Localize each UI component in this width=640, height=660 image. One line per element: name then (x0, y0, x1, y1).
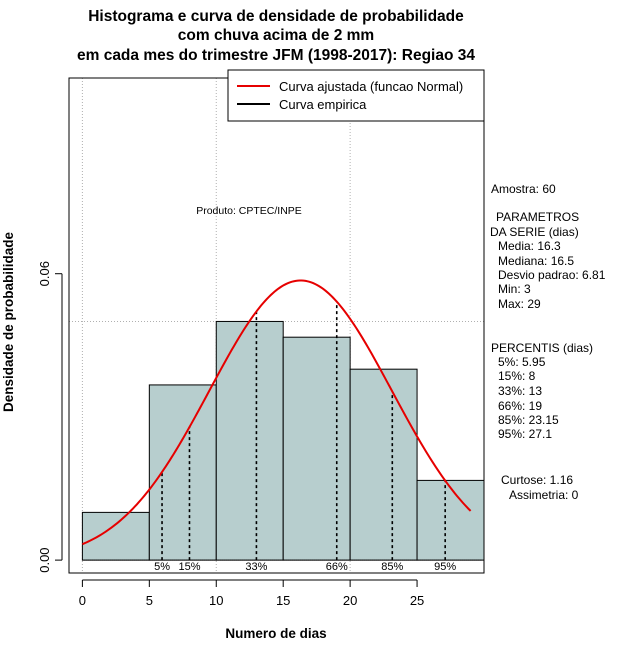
param-max: Max: 29 (498, 297, 541, 311)
legend-label-empirical: Curva empirica (279, 97, 367, 112)
percentile-label-1: 15% (178, 561, 200, 573)
percentile-label-4: 85% (381, 561, 403, 573)
x-axis-title: Numero de dias (225, 626, 326, 641)
percentil-15: 15%: 8 (498, 369, 536, 383)
percentile-label-5: 95% (434, 561, 456, 573)
legend: Curva ajustada (funcao Normal) Curva emp… (227, 69, 485, 122)
chart-title-line-2: com chuva acima de 2 mm (178, 27, 374, 44)
normal-fit-curve (81, 279, 472, 546)
x-tick-label-2: 10 (209, 593, 223, 608)
sample-size: Amostra: 60 (491, 182, 556, 196)
y-axis: 0.00 0.06 (37, 261, 63, 573)
legend-box (227, 69, 485, 122)
histogram-bar-3 (282, 336, 351, 561)
x-tick-label-0: 0 (79, 593, 86, 608)
params-heading-2: DA SERIE (dias) (490, 225, 579, 239)
param-desvio: Desvio padrao: 6.81 (498, 268, 606, 282)
product-annotation: Produto: CPTEC/INPE (196, 205, 302, 217)
histogram-bar-0 (81, 511, 150, 561)
x-tick-label-4: 20 (343, 593, 357, 608)
y-tick-label-1: 0.06 (37, 261, 52, 286)
percentile-labels: 5% 15% 33% 66% 85% 95% (154, 561, 456, 573)
histogram-bar-1 (148, 384, 217, 561)
percentil-85: 85%: 23.15 (498, 413, 559, 427)
x-tick-label-1: 5 (146, 593, 153, 608)
percentil-33: 33%: 13 (498, 384, 542, 398)
percentil-5: 5%: 5.95 (498, 355, 546, 369)
histogram-bar-2 (215, 320, 284, 561)
chart-title-line-3: em cada mes do trimestre JFM (1998-2017)… (77, 47, 475, 64)
percentis-heading: PERCENTIS (dias) (491, 341, 593, 355)
y-tick-label-0: 0.00 (37, 547, 52, 572)
percentile-label-0: 5% (154, 561, 170, 573)
percentile-lines (161, 301, 446, 561)
skewness: Assimetria: 0 (509, 488, 579, 502)
percentile-label-2: 33% (245, 561, 267, 573)
chart-title-line-1: Histograma e curva de densidade de proba… (88, 8, 464, 25)
params-heading-1: PARAMETROS (496, 210, 579, 224)
y-axis-title: Densidade de probabilidade (1, 231, 16, 412)
param-mediana: Mediana: 16.5 (498, 254, 574, 268)
param-min: Min: 3 (498, 282, 531, 296)
x-tick-label-5: 25 (410, 593, 424, 608)
percentile-label-3: 66% (326, 561, 348, 573)
x-tick-label-3: 15 (276, 593, 290, 608)
histogram-bars (81, 320, 485, 561)
percentil-66: 66%: 19 (498, 399, 542, 413)
kurtosis: Curtose: 1.16 (501, 473, 573, 487)
percentil-95: 95%: 27.1 (498, 427, 552, 441)
statistics-panel: Amostra: 60 PARAMETROS DA SERIE (dias) M… (490, 182, 606, 502)
param-media: Media: 16.3 (498, 239, 561, 253)
histogram-bar-5 (416, 479, 485, 561)
legend-label-normal: Curva ajustada (funcao Normal) (279, 79, 463, 94)
x-axis: 0 5 10 15 20 25 (79, 579, 424, 608)
histogram-bar-4 (349, 368, 418, 561)
